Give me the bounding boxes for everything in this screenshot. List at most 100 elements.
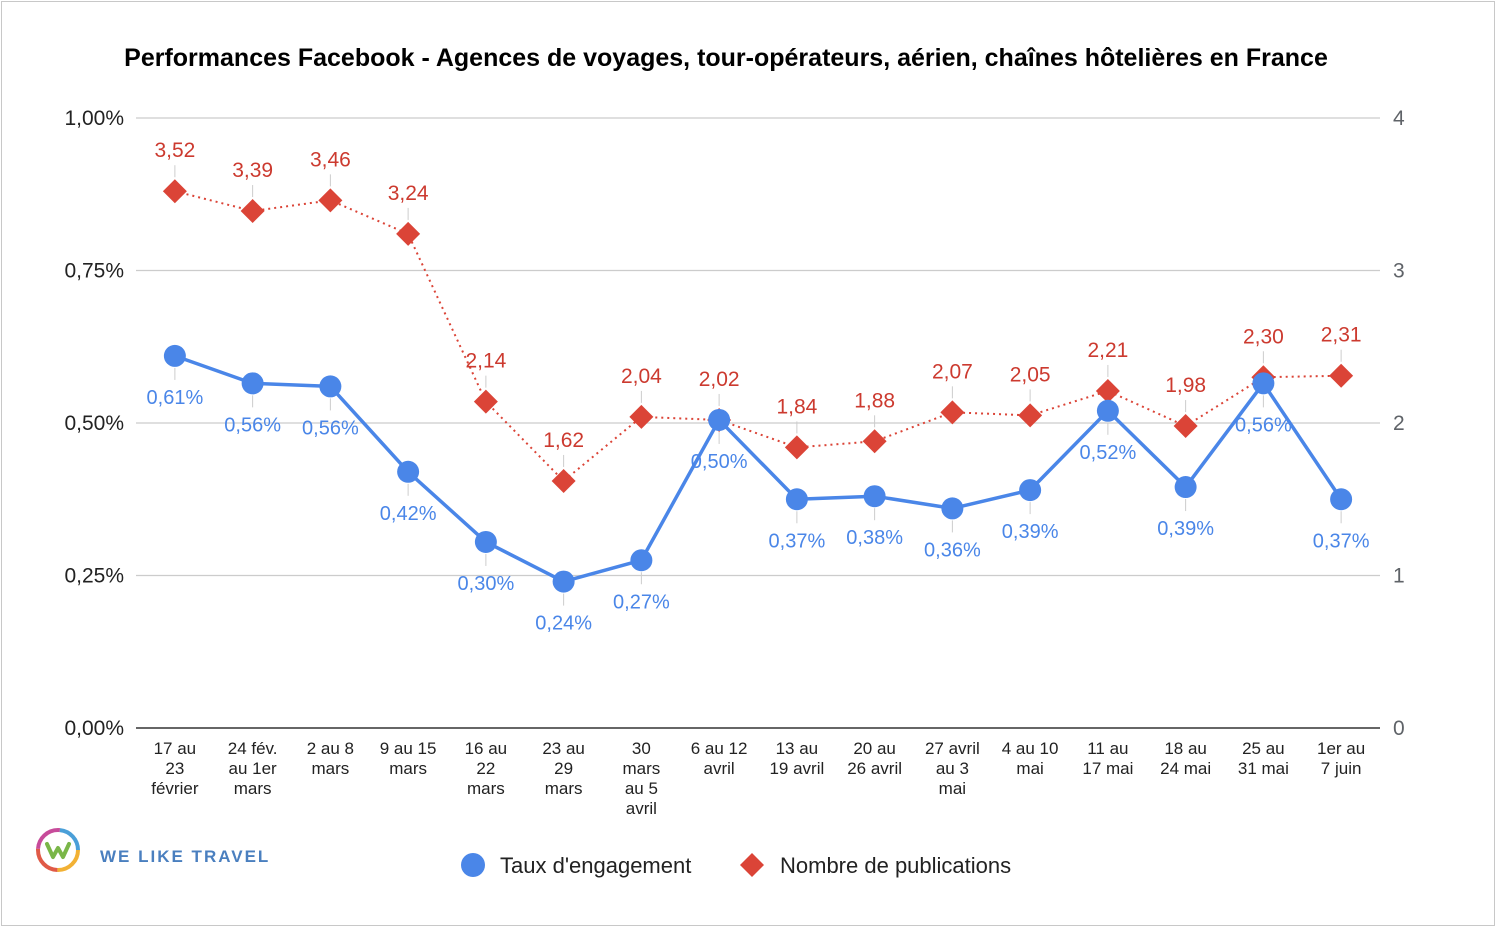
engagement-data-label: 0,39% <box>1002 521 1059 543</box>
x-axis-tick-label: 2 au 8 <box>307 739 354 758</box>
x-axis-tick-label: mars <box>622 759 660 778</box>
x-axis-tick-label: 31 mai <box>1238 759 1289 778</box>
x-axis-tick-label: 9 au 15 <box>380 739 437 758</box>
x-axis-tick-label: 11 au <box>1087 739 1128 758</box>
engagement-data-label: 0,50% <box>691 451 748 473</box>
x-axis-tick-label: 22 <box>476 759 495 778</box>
x-axis-tick-label: mai <box>1016 759 1043 778</box>
left-axis-tick-label: 0,25% <box>64 565 124 588</box>
x-axis-tick-label: 24 mai <box>1160 759 1211 778</box>
right-axis-tick-label: 1 <box>1393 565 1405 588</box>
engagement-data-label: 0,36% <box>924 539 981 561</box>
x-axis-tick-label: au 3 <box>936 759 969 778</box>
engagement-data-label: 0,24% <box>535 613 592 635</box>
x-axis-tick-label: mars <box>234 779 272 798</box>
publications-data-label: 1,98 <box>1165 374 1206 397</box>
logo-w-icon <box>36 828 80 872</box>
engagement-point <box>474 530 497 553</box>
engagement-data-label: 0,61% <box>147 387 204 409</box>
publications-point <box>1329 363 1354 388</box>
engagement-point <box>319 375 342 398</box>
legend-engagement-label: Taux d'engagement <box>500 853 691 878</box>
publications-data-label: 2,14 <box>465 350 506 373</box>
legend-engagement-marker <box>461 853 485 877</box>
left-axis-tick-label: 0,50% <box>64 412 124 435</box>
publications-point <box>784 435 809 460</box>
engagement-point <box>785 488 808 511</box>
publications-data-label: 1,88 <box>854 389 895 412</box>
x-axis-tick-label: mars <box>467 779 505 798</box>
engagement-data-label: 0,56% <box>224 414 281 436</box>
x-axis-tick-label: 18 au <box>1164 739 1207 758</box>
engagement-data-label: 0,30% <box>458 573 515 595</box>
x-axis-tick-label: 20 au <box>853 739 896 758</box>
x-axis-tick-label: 1er au <box>1317 739 1365 758</box>
publications-data-label: 3,52 <box>154 139 195 162</box>
x-axis-tick-label: mars <box>389 759 427 778</box>
x-axis-tick-label: 6 au 12 <box>691 739 748 758</box>
right-axis-tick-label: 0 <box>1393 717 1405 740</box>
publications-point <box>629 404 654 429</box>
right-axis-tick-label: 3 <box>1393 260 1405 283</box>
engagement-point <box>1252 372 1275 395</box>
left-axis-tick-label: 0,75% <box>64 260 124 283</box>
engagement-data-label: 0,52% <box>1080 442 1137 464</box>
x-axis-tick-label: 16 au <box>465 739 508 758</box>
engagement-data-label: 0,38% <box>846 527 903 549</box>
engagement-point <box>552 570 575 593</box>
x-axis-tick-label: 17 au <box>154 739 197 758</box>
x-axis-tick-label: février <box>151 779 199 798</box>
engagement-data-label: 0,56% <box>302 417 359 439</box>
publications-data-label: 3,46 <box>310 148 351 171</box>
publications-point <box>396 221 421 246</box>
x-axis-tick-label: mars <box>545 779 583 798</box>
publications-point <box>162 179 187 204</box>
publications-point <box>240 199 265 224</box>
publications-point <box>551 468 576 493</box>
engagement-point <box>163 344 186 367</box>
x-axis-tick-label: 23 au <box>542 739 585 758</box>
logo-text: WE LIKE TRAVEL <box>100 847 271 866</box>
x-axis-tick-label: au 1er <box>229 759 278 778</box>
x-axis-tick-label: 24 fév. <box>228 739 278 758</box>
engagement-data-label: 0,42% <box>380 503 437 525</box>
engagement-data-label: 0,56% <box>1235 414 1292 436</box>
x-axis-tick-label: 29 <box>554 759 573 778</box>
x-axis-tick-label: 19 avril <box>769 759 824 778</box>
engagement-data-label: 0,37% <box>769 530 826 552</box>
publications-data-label: 2,05 <box>1010 363 1051 386</box>
engagement-point <box>941 497 964 520</box>
x-axis-tick-label: 30 <box>632 739 651 758</box>
engagement-point <box>863 485 886 508</box>
engagement-point <box>1330 488 1353 511</box>
left-axis-tick-label: 0,00% <box>64 717 124 740</box>
publications-point <box>862 429 887 454</box>
publications-data-label: 1,62 <box>543 429 584 452</box>
x-axis-tick-label: 26 avril <box>847 759 902 778</box>
engagement-point <box>1019 479 1042 502</box>
x-axis-tick-label: au 5 <box>625 779 658 798</box>
x-axis-tick-label: mars <box>311 759 349 778</box>
x-axis-tick-label: 25 au <box>1242 739 1285 758</box>
x-axis-tick-label: 27 avril <box>925 739 980 758</box>
engagement-point <box>397 460 420 483</box>
right-axis-tick-label: 2 <box>1393 412 1405 435</box>
engagement-data-label: 0,37% <box>1313 530 1370 552</box>
publications-data-label: 2,21 <box>1087 339 1128 362</box>
x-axis-tick-label: 4 au 10 <box>1002 739 1059 758</box>
x-axis-tick-label: 13 au <box>776 739 819 758</box>
publications-data-label: 2,02 <box>699 368 740 391</box>
x-axis-tick-label: 17 mai <box>1082 759 1133 778</box>
publications-point <box>1095 378 1120 403</box>
engagement-point <box>708 408 731 431</box>
publications-data-label: 2,04 <box>621 365 662 388</box>
publications-point <box>473 389 498 414</box>
engagement-point <box>241 372 264 395</box>
engagement-point <box>1174 476 1197 499</box>
x-axis-tick-label: 7 juin <box>1321 759 1362 778</box>
publications-data-label: 3,24 <box>388 182 429 205</box>
left-axis-tick-label: 1,00% <box>64 107 124 130</box>
welike-travel-logo: WE LIKE TRAVEL <box>34 826 294 886</box>
